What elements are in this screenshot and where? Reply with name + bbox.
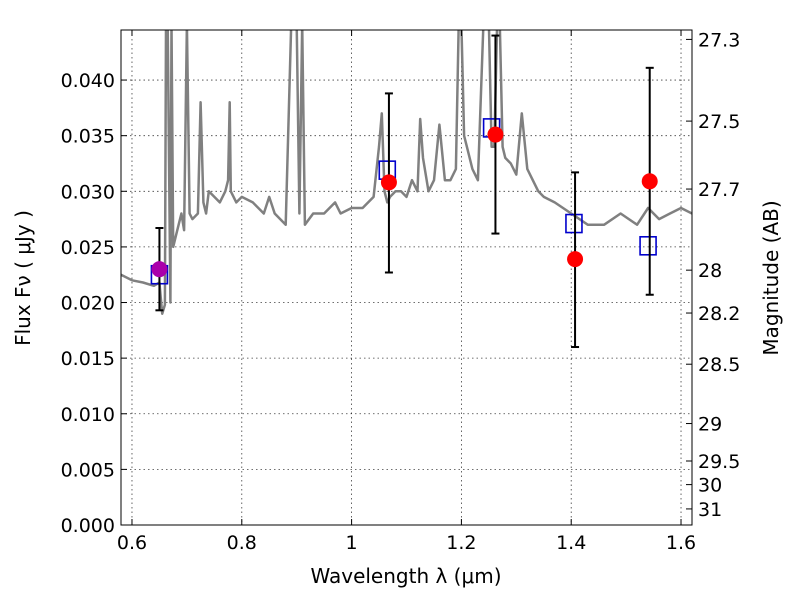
mag-tick-label: 30 bbox=[698, 475, 722, 497]
y-tick-label: 0.030 bbox=[61, 181, 115, 203]
mag-tick-label: 28.2 bbox=[698, 303, 740, 325]
mag-tick-label: 31 bbox=[698, 499, 722, 521]
y-tick-label: 0.035 bbox=[61, 126, 115, 148]
x-tick-label: 1.2 bbox=[446, 532, 476, 554]
observed-flux-point bbox=[380, 174, 397, 191]
y-tick-label: 0.000 bbox=[61, 515, 115, 537]
model-photometry-point bbox=[565, 213, 583, 234]
x-tick-label: 0.6 bbox=[117, 532, 147, 554]
observed-flux-point bbox=[641, 173, 658, 190]
y-tick-label: 0.015 bbox=[61, 348, 115, 370]
y-tick-label: 0.020 bbox=[61, 293, 115, 315]
y-axis-right-label: Magnitude (AB) bbox=[759, 200, 783, 355]
x-tick-label: 1.6 bbox=[666, 532, 696, 554]
mag-tick-label: 28.5 bbox=[698, 354, 740, 376]
observed-flux-point bbox=[151, 261, 168, 278]
x-axis-label: Wavelength λ (μm) bbox=[310, 564, 501, 588]
mag-tick-label: 27.3 bbox=[698, 29, 740, 51]
axes: 0.6 0.8 1 1.2 1.4 1.6 0.000 0.005 0.010 0.015 0.02… bbox=[61, 29, 741, 554]
plot-background bbox=[121, 30, 692, 525]
y-axis-label: Flux Fν ( μJy ) bbox=[11, 210, 35, 346]
error-bars bbox=[150, 34, 658, 349]
model-photometry-point bbox=[639, 235, 657, 256]
mag-tick-label: 29 bbox=[698, 414, 722, 436]
plot-frame bbox=[120, 29, 693, 526]
y-tick-label: 0.005 bbox=[61, 459, 115, 481]
observed-flux-point bbox=[567, 251, 584, 268]
data-layer bbox=[121, 30, 692, 315]
mag-tick-label: 28 bbox=[698, 260, 722, 282]
mag-tick-label: 27.7 bbox=[698, 179, 740, 201]
spectrum-line bbox=[121, 30, 692, 315]
observed-flux-point bbox=[487, 126, 504, 143]
y-tick-label: 0.040 bbox=[61, 70, 115, 92]
grid bbox=[121, 30, 692, 525]
x-tick-label: 1 bbox=[346, 532, 358, 554]
x-tick-label: 0.8 bbox=[227, 532, 257, 554]
mag-tick-label: 27.5 bbox=[698, 111, 740, 133]
mag-tick-label: 29.5 bbox=[698, 451, 740, 473]
y-tick-label: 0.025 bbox=[61, 237, 115, 259]
x-tick-label: 1.4 bbox=[556, 532, 586, 554]
y-tick-label: 0.010 bbox=[61, 404, 115, 426]
